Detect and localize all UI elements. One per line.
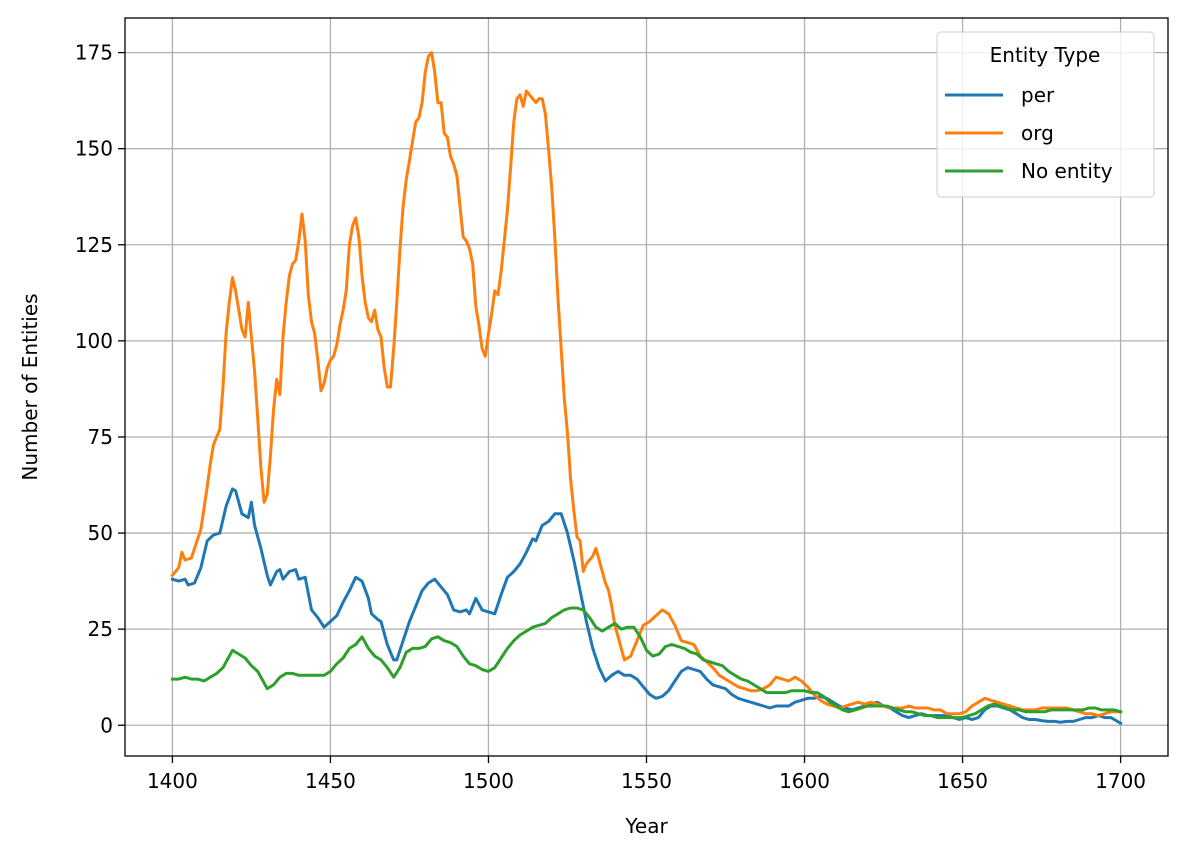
x-tick-label: 1700 (1095, 769, 1146, 793)
legend-label-per: per (1021, 83, 1055, 107)
y-axis-label: Number of Entities (18, 293, 42, 480)
legend: Entity Type per org No entity (936, 31, 1155, 198)
legend-label-no-entity: No entity (1021, 159, 1113, 183)
x-tick-label: 1500 (463, 769, 514, 793)
legend-items: per org No entity (945, 83, 1113, 183)
grid (125, 18, 1168, 756)
legend-label-org: org (1021, 121, 1054, 145)
x-axis-label: Year (624, 814, 668, 838)
y-tick-label: 175 (75, 41, 113, 65)
y-tick-label: 125 (75, 233, 113, 257)
series-line-per (170, 487, 1123, 726)
legend-title: Entity Type (990, 43, 1101, 67)
y-axis-ticks: 0 25 50 75 100 125 150 175 (75, 41, 125, 737)
x-tick-label: 1550 (621, 769, 672, 793)
y-tick-label: 0 (100, 713, 113, 737)
x-tick-label: 1400 (147, 769, 198, 793)
series-line-no-entity (170, 606, 1123, 720)
y-tick-label: 75 (88, 425, 113, 449)
x-tick-label: 1650 (937, 769, 988, 793)
y-tick-label: 100 (75, 329, 113, 353)
series-lines (170, 51, 1123, 726)
x-tick-label: 1600 (779, 769, 830, 793)
x-tick-label: 1450 (305, 769, 356, 793)
legend-frame (936, 31, 1155, 198)
y-tick-label: 25 (88, 617, 113, 641)
y-tick-label: 50 (88, 521, 113, 545)
x-axis-ticks: 1400 1450 1500 1550 1600 1650 1700 (147, 756, 1146, 793)
y-tick-label: 150 (75, 137, 113, 161)
